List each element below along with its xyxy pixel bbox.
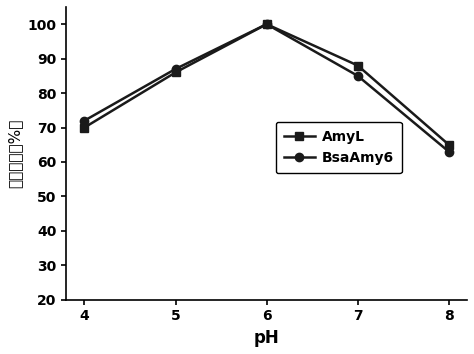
AmyL (446, 143, 452, 147)
Line: AmyL: AmyL (80, 20, 453, 149)
BsaAmy6 (446, 149, 452, 154)
X-axis label: pH: pH (254, 329, 280, 347)
BsaAmy6 (264, 22, 270, 26)
AmyL (264, 22, 270, 26)
AmyL (82, 125, 87, 130)
BsaAmy6 (355, 74, 361, 78)
BsaAmy6 (82, 119, 87, 123)
Y-axis label: 相对酶活（%）: 相对酶活（%） (7, 119, 22, 188)
Line: BsaAmy6: BsaAmy6 (80, 20, 453, 156)
AmyL (355, 63, 361, 68)
AmyL (173, 70, 178, 75)
Legend: AmyL, BsaAmy6: AmyL, BsaAmy6 (276, 122, 402, 173)
BsaAmy6 (173, 67, 178, 71)
